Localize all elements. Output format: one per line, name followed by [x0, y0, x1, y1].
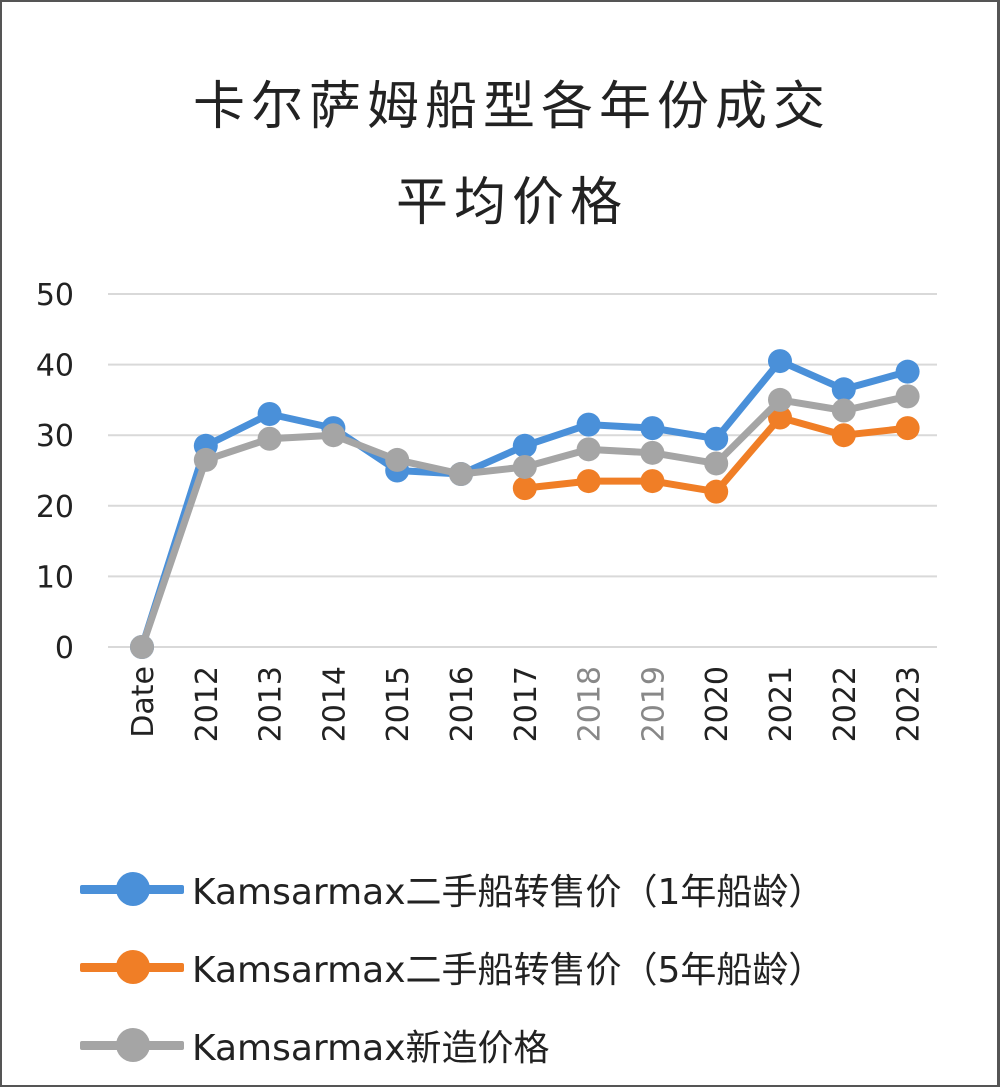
x-tick-label: 2017 — [509, 666, 544, 742]
data-point — [640, 416, 665, 441]
data-point — [895, 416, 920, 441]
x-tick-label: 2013 — [254, 666, 289, 742]
line-chart: 0 10 20 30 40 50 Date 2012 2013 2014 2015 2016 2017… — [36, 278, 937, 742]
series-1 — [130, 349, 920, 659]
x-tick-label: Date — [126, 666, 161, 738]
data-point — [640, 440, 665, 465]
data-point — [193, 447, 218, 472]
data-point — [831, 377, 856, 402]
legend-swatch — [80, 869, 190, 909]
x-tick-label: 2015 — [381, 666, 416, 742]
legend-item-1: Kamsarmax二手船转售价（1年船龄） — [80, 850, 960, 928]
legend-label: Kamsarmax二手船转售价（5年船龄） — [192, 950, 825, 991]
y-tick-label: 50 — [36, 278, 74, 313]
legend-swatch — [80, 947, 190, 987]
chart-title-line-2: 平均价格 — [395, 173, 628, 233]
legend: Kamsarmax二手船转售价（1年船龄） Kamsarmax二手船转售价（5年船… — [80, 850, 960, 1084]
data-point — [576, 412, 601, 437]
data-point — [130, 635, 154, 659]
x-tick-label: 2022 — [828, 666, 863, 742]
y-tick-label: 10 — [36, 560, 74, 595]
y-axis-ticks: 0 10 20 30 40 50 — [36, 278, 74, 666]
data-point — [831, 423, 856, 448]
data-point — [768, 405, 792, 430]
data-point — [449, 462, 473, 487]
x-tick-label: 2014 — [317, 666, 352, 742]
data-point — [512, 454, 537, 479]
data-point — [576, 437, 601, 462]
y-tick-label: 40 — [36, 349, 74, 384]
x-tick-label: 2020 — [700, 666, 735, 742]
data-point — [257, 402, 282, 427]
data-point — [576, 469, 601, 494]
legend-item-2: Kamsarmax二手船转售价（5年船龄） — [80, 928, 960, 1006]
data-point — [257, 426, 282, 451]
x-tick-label: 2019 — [636, 666, 671, 742]
x-tick-label: 2016 — [445, 666, 480, 742]
data-point — [512, 476, 537, 501]
legend-item-3: Kamsarmax新造价格 — [80, 1006, 960, 1084]
data-point — [831, 398, 856, 423]
x-axis-ticks: Date 2012 2013 2014 2015 2016 2017 2018 2019 2020… — [126, 666, 927, 742]
data-point — [385, 447, 410, 472]
data-point — [704, 451, 729, 476]
data-point — [321, 423, 346, 448]
legend-swatch-marker — [116, 872, 150, 906]
series-2 — [512, 405, 920, 504]
chart-title-line-1: 卡尔萨姆船型各年份成交 — [192, 77, 831, 137]
x-tick-label: 2023 — [892, 666, 927, 742]
data-point — [704, 426, 729, 451]
data-point — [704, 479, 729, 504]
legend-label: Kamsarmax新造价格 — [192, 1028, 550, 1069]
legend-swatch — [80, 1025, 190, 1065]
x-tick-label: 2021 — [764, 666, 799, 742]
y-tick-label: 0 — [55, 631, 74, 666]
y-tick-label: 30 — [36, 419, 74, 454]
legend-swatch-marker — [116, 950, 150, 984]
data-point — [895, 384, 920, 409]
data-point — [512, 433, 537, 458]
legend-label: Kamsarmax二手船转售价（1年船龄） — [192, 872, 825, 913]
series-lines — [130, 349, 920, 659]
grid-lines — [108, 293, 937, 648]
data-point — [895, 359, 920, 384]
y-tick-label: 20 — [36, 490, 74, 525]
data-point — [768, 387, 792, 412]
legend-swatch-marker — [116, 1028, 150, 1062]
data-point — [768, 349, 792, 374]
series-3 — [130, 384, 920, 659]
x-tick-label: 2018 — [573, 666, 608, 742]
x-tick-label: 2012 — [190, 666, 225, 742]
data-point — [640, 469, 665, 494]
